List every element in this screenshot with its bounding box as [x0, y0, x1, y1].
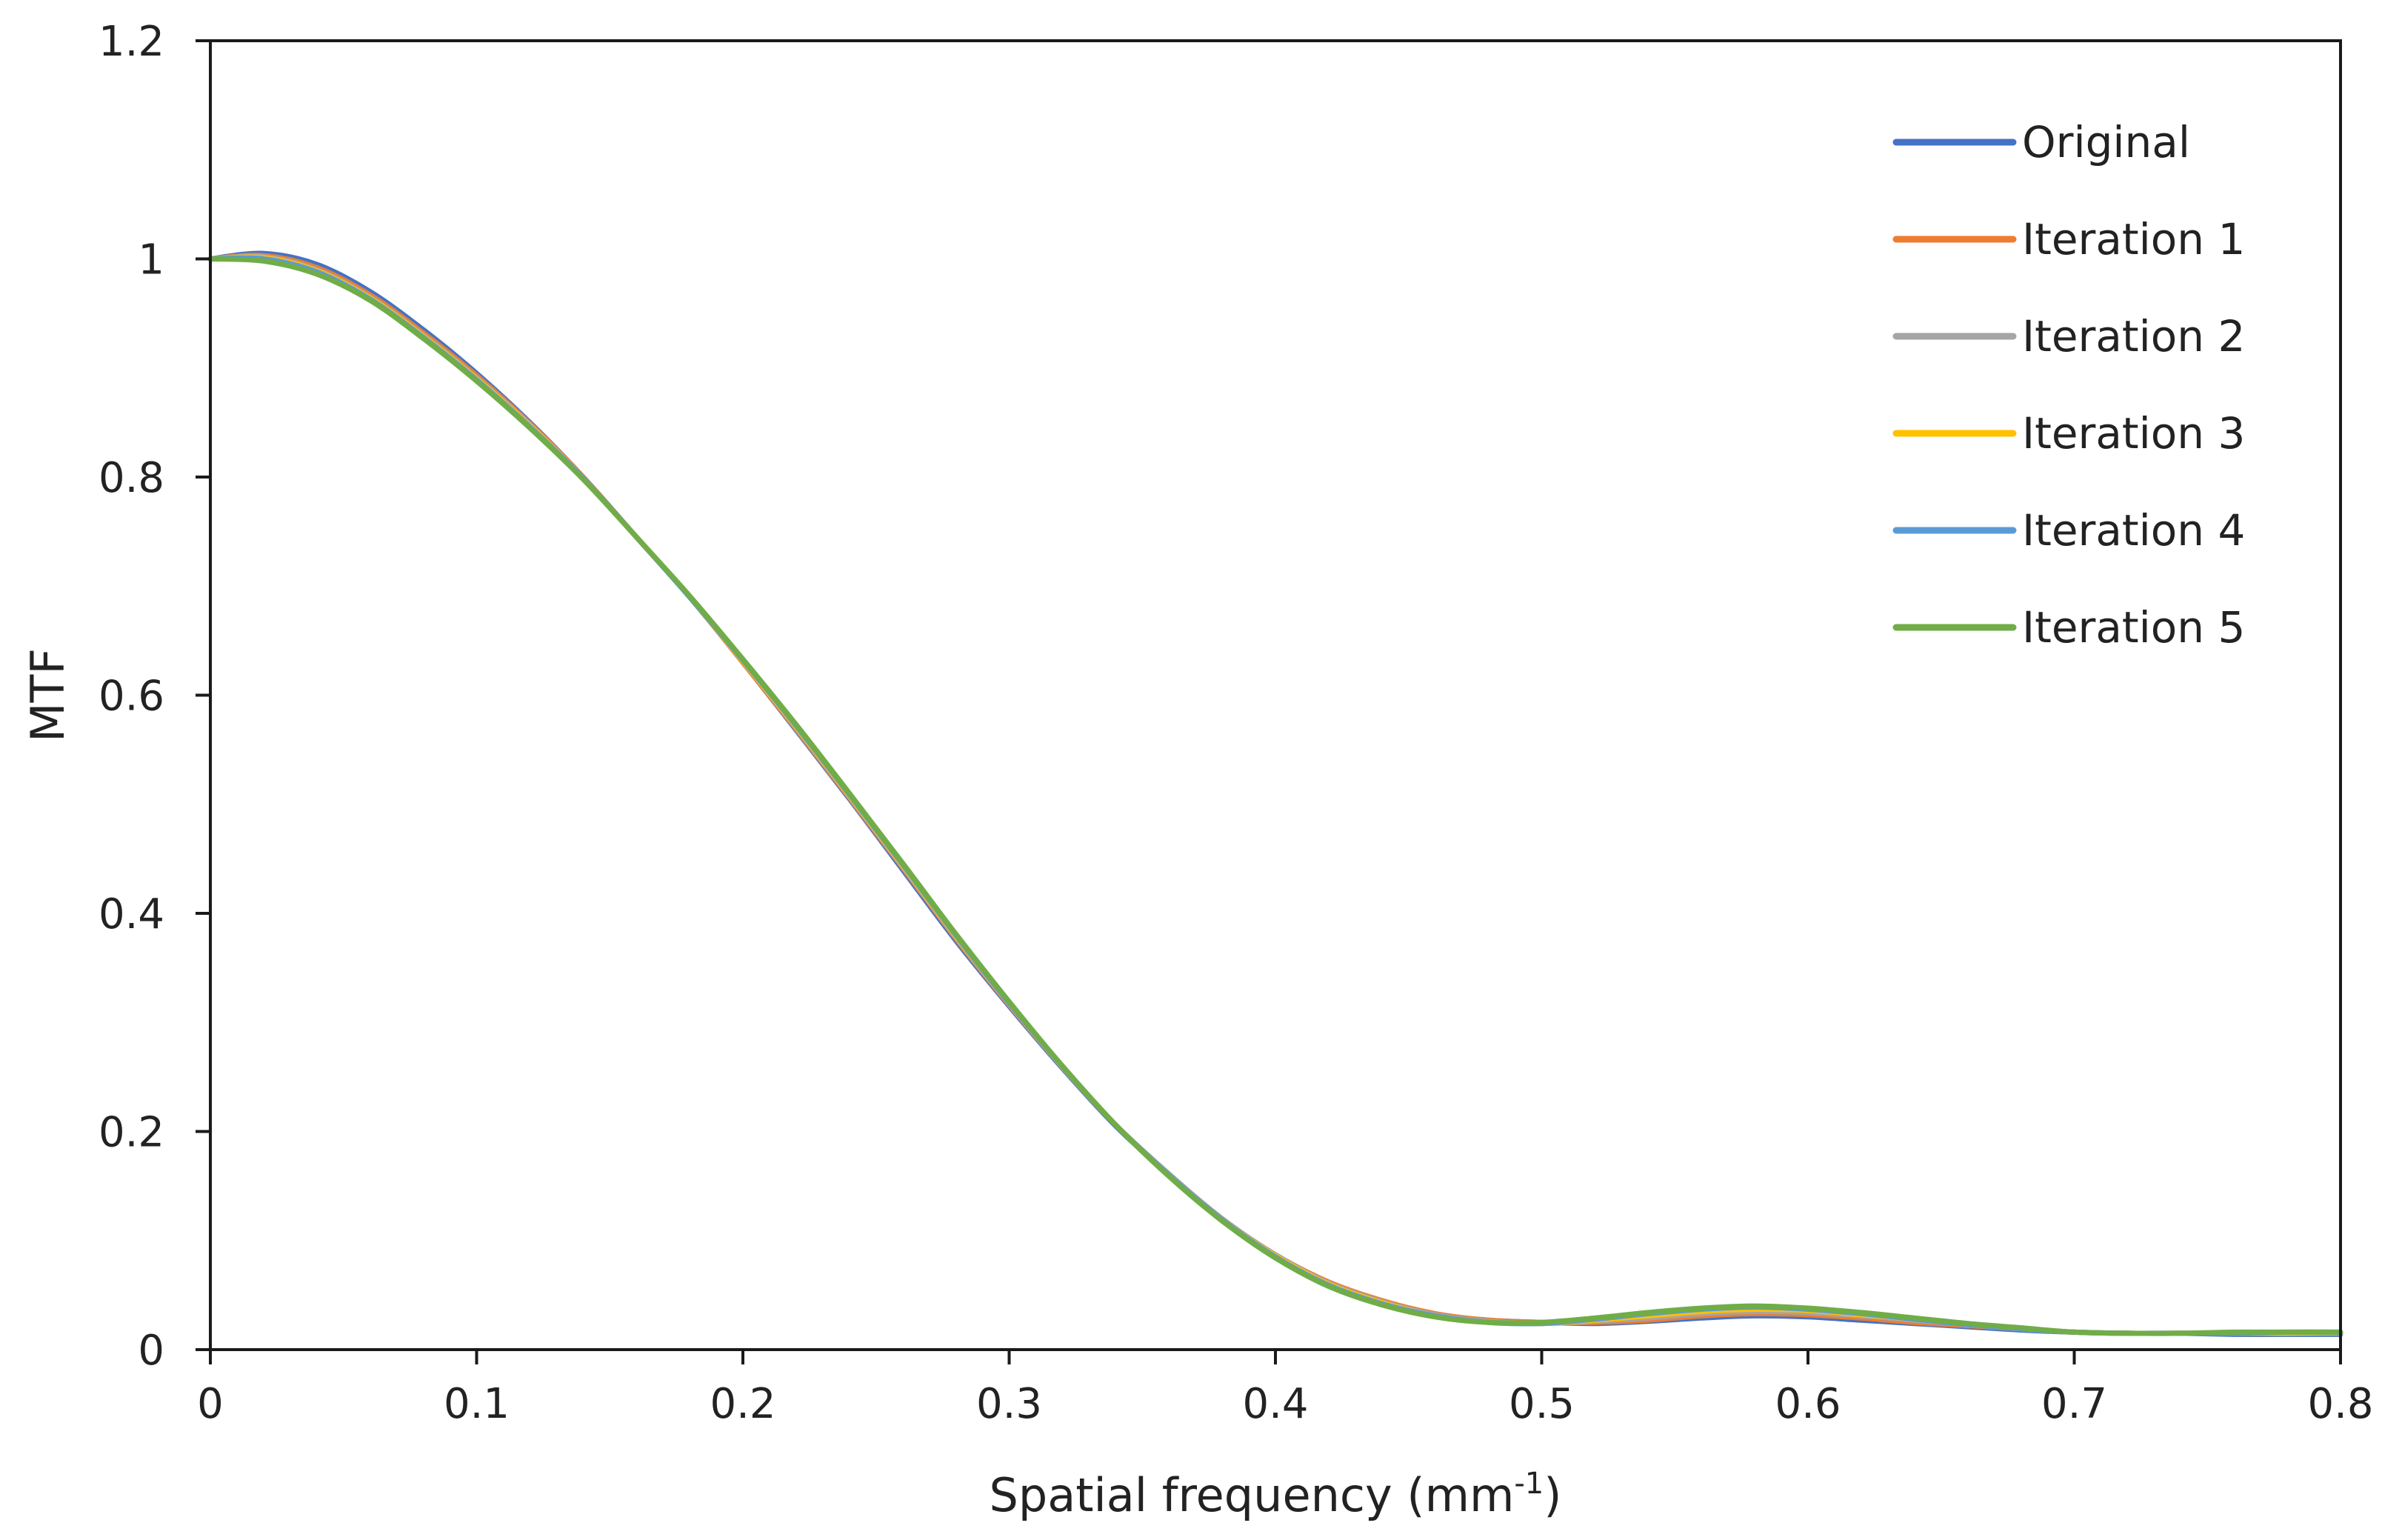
- legend-label-iteration-4: Iteration 4: [2022, 505, 2245, 556]
- x-axis-title-text: Spatial frequency (mm: [990, 1468, 1515, 1522]
- y-axis-title: MTF: [21, 648, 75, 742]
- x-tick-label: 0.4: [1242, 1380, 1308, 1428]
- x-tick-label: 0.5: [1509, 1380, 1575, 1428]
- legend-label-iteration-3: Iteration 3: [2022, 408, 2245, 459]
- series-line-iteration-1: [207, 253, 2343, 1336]
- series-line-original: [207, 250, 2343, 1337]
- x-axis: 0 0.1 0.2 0.3 0.4 0.5 0.6 0.7 0.8: [197, 1350, 2374, 1428]
- legend-label-original: Original: [2022, 117, 2190, 167]
- x-axis-title: Spatial frequency (mm-1): [990, 1467, 1562, 1522]
- plot-area-frame: [209, 39, 2342, 1351]
- series-line-iteration-5: [207, 256, 2343, 1336]
- y-tick-label: 0.8: [99, 454, 164, 502]
- legend: Original Iteration 1 Iteration 2 Iteration …: [1892, 117, 2245, 653]
- y-axis: 0 0.2 0.4 0.6 0.8 1 1.2: [99, 18, 210, 1375]
- legend-label-iteration-2: Iteration 2: [2022, 311, 2245, 361]
- x-tick-label: 0.3: [976, 1380, 1042, 1428]
- y-tick-label: 1.2: [99, 18, 164, 66]
- x-axis-title-suffix: ): [1544, 1468, 1561, 1522]
- y-tick-label: 0: [138, 1327, 164, 1375]
- x-tick-label: 0.1: [444, 1380, 510, 1428]
- legend-label-iteration-5: Iteration 5: [2022, 602, 2245, 653]
- x-tick-label: 0.8: [2307, 1380, 2373, 1428]
- y-tick-label: 0.6: [99, 673, 164, 721]
- x-tick-label: 0.2: [710, 1380, 775, 1428]
- x-tick-label: 0: [197, 1380, 224, 1428]
- x-tick-label: 0.6: [1775, 1380, 1841, 1428]
- series-line-iteration-3: [207, 254, 2343, 1336]
- x-tick-label: 0.7: [2041, 1380, 2107, 1428]
- series-line-iteration-2: [207, 253, 2343, 1336]
- legend-label-iteration-1: Iteration 1: [2022, 214, 2245, 264]
- series-layer: [207, 250, 2343, 1337]
- y-tick-label: 0.2: [99, 1109, 164, 1157]
- y-tick-label: 0.4: [99, 890, 164, 939]
- x-axis-title-superscript: -1: [1514, 1467, 1544, 1501]
- y-tick-label: 1: [138, 236, 164, 284]
